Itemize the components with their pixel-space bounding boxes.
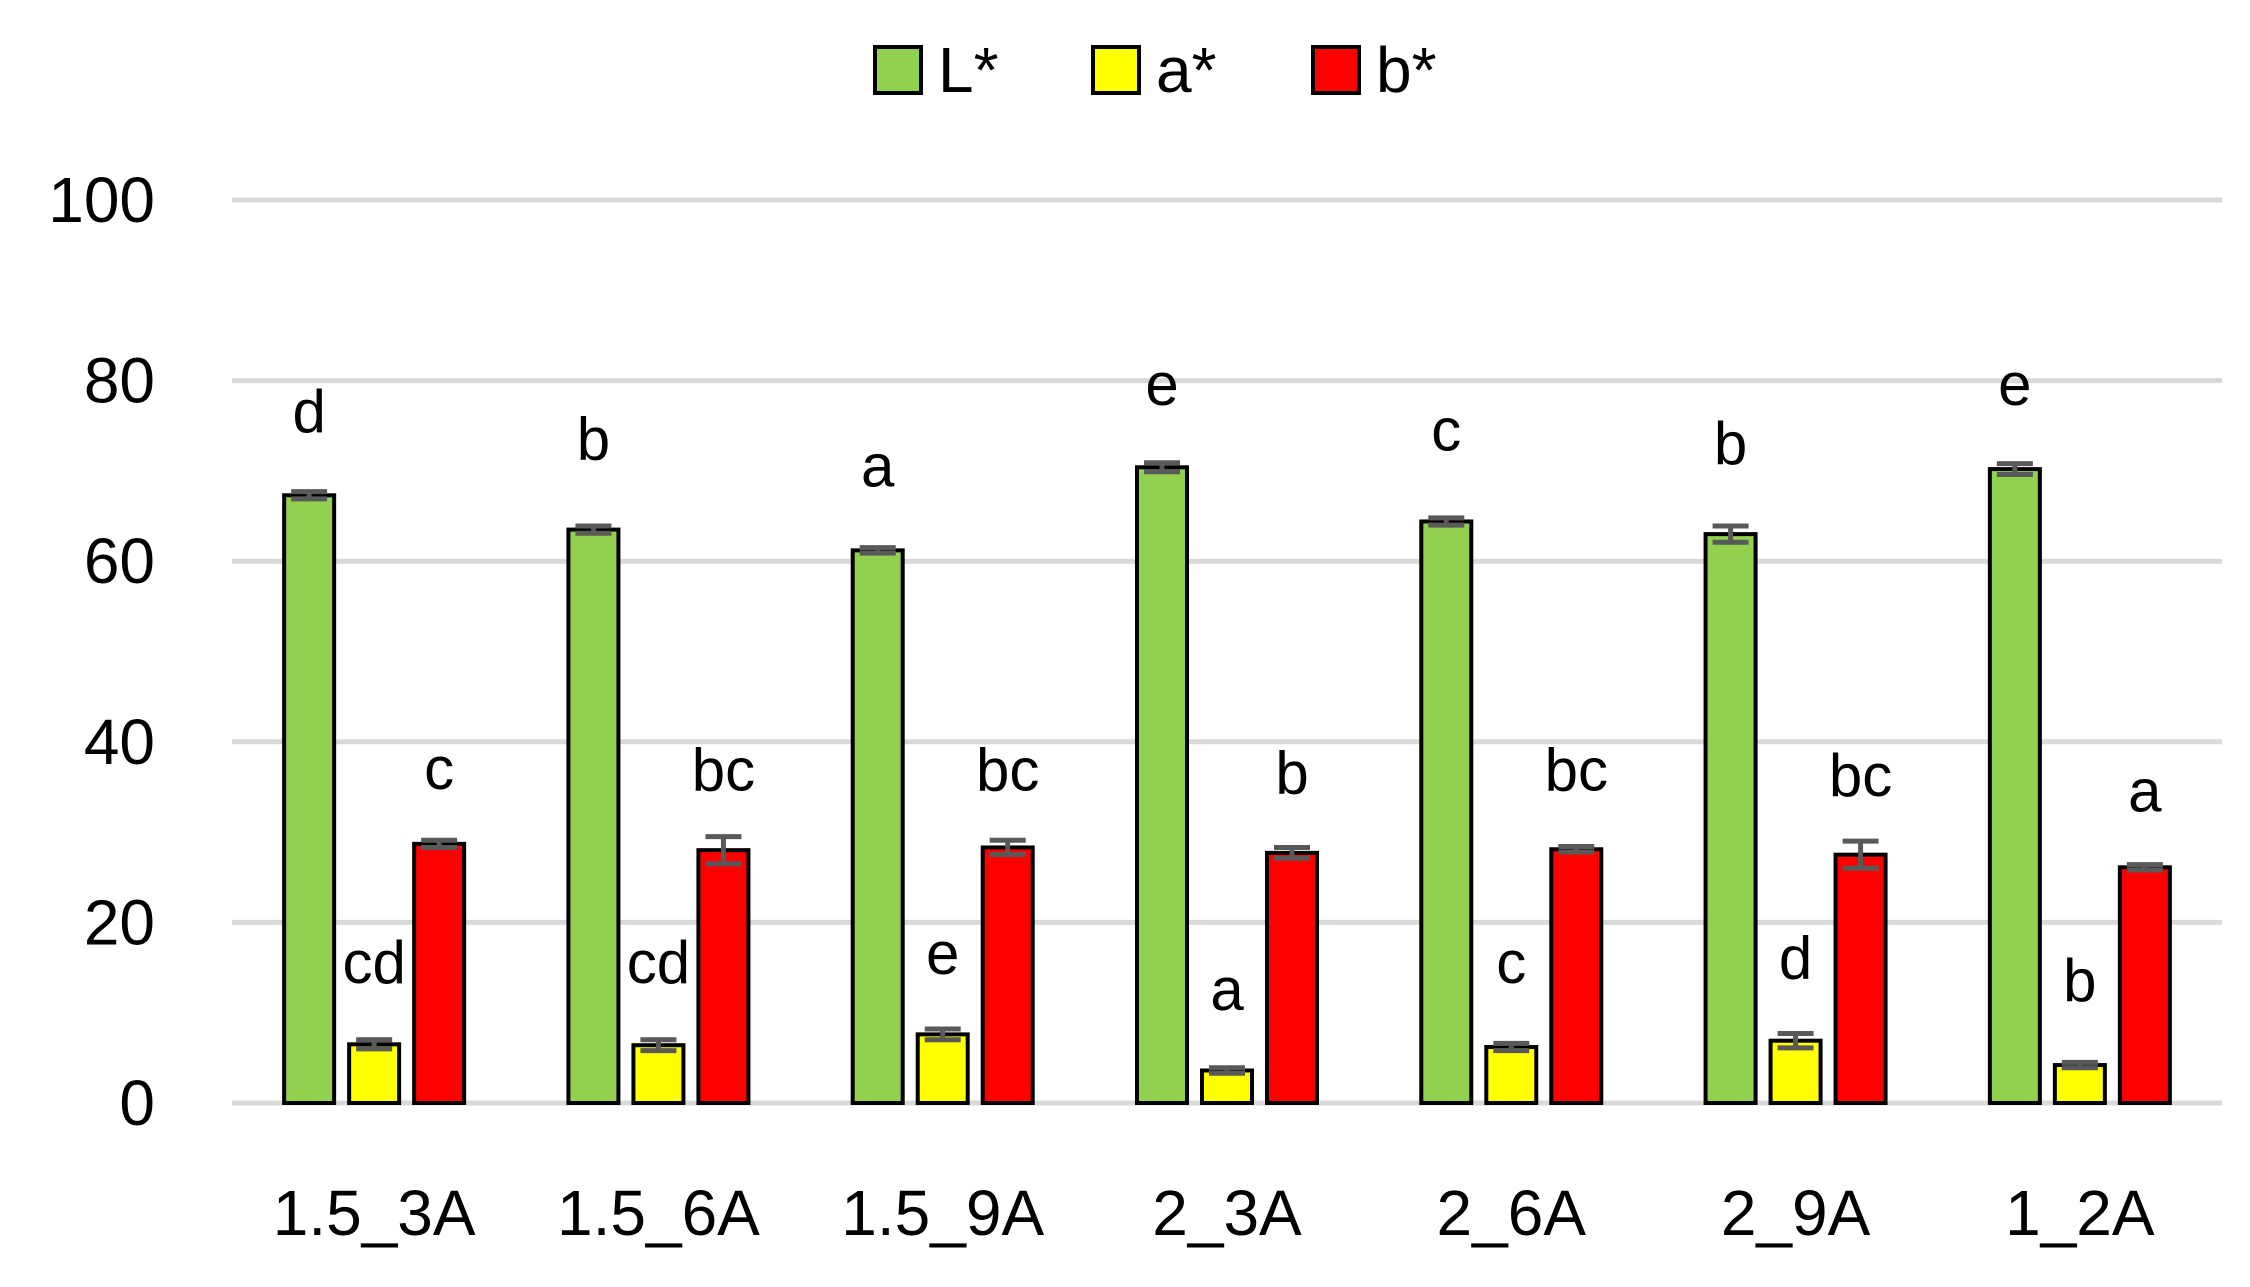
error-bar — [640, 1037, 677, 1054]
x-tick-label: 1.5_6A — [557, 1177, 760, 1249]
bar-b-1.5_9A — [980, 845, 1035, 1105]
bar-a-1.5_6A — [631, 1043, 686, 1106]
bar-b-2_9A — [1833, 852, 1888, 1105]
error-bar — [1428, 515, 1465, 528]
x-tick-label: 2_9A — [1721, 1177, 1871, 1249]
bar-L-1.5_6A — [566, 527, 621, 1105]
x-axis: 1.5_3A 1.5_6A 1.5_9A 2_3A 2_6A 2_9A 1_2A — [273, 1177, 2155, 1249]
error-bar — [1777, 1030, 1814, 1051]
bar-a-1.5_3A — [347, 1042, 402, 1106]
bar-b-2_3A — [1265, 850, 1319, 1106]
error-bar — [705, 834, 742, 867]
error-bars — [291, 460, 2163, 1076]
legend-swatch — [1091, 45, 1141, 95]
error-bar — [1493, 1040, 1530, 1054]
bar-b-1.5_6A — [696, 848, 751, 1105]
bar-L-1.5_3A — [282, 493, 337, 1105]
y-tick-label: 20 — [84, 886, 155, 958]
x-tick-label: 1_2A — [2005, 1177, 2155, 1249]
error-bar — [356, 1037, 393, 1052]
significance-label: c — [1431, 396, 1461, 463]
error-bar — [2061, 1059, 2098, 1071]
legend-label: a* — [1156, 34, 1217, 106]
significance-label: cd — [627, 929, 690, 996]
significance-label: e — [1998, 351, 2031, 418]
bar-a-1_2A — [2052, 1063, 2107, 1105]
bar-a-2_3A — [1200, 1068, 1254, 1105]
y-tick-label: 100 — [48, 164, 155, 236]
x-tick-label: 2_6A — [1437, 1177, 1587, 1249]
significance-label: b — [1714, 410, 1747, 477]
significance-label: e — [926, 920, 959, 987]
legend-item-a: a* — [1091, 34, 1217, 106]
bar-a-2_6A — [1484, 1045, 1539, 1106]
legend-swatch — [1311, 45, 1361, 95]
significance-label: cd — [342, 929, 405, 996]
error-bar — [575, 523, 612, 536]
significance-label: b — [2063, 947, 2096, 1014]
significance-label: bc — [1829, 742, 1892, 809]
bar-L-2_9A — [1703, 532, 1758, 1105]
significance-label: bc — [976, 737, 1039, 804]
significance-label: d — [1779, 925, 1812, 992]
error-bar — [1209, 1065, 1245, 1076]
significance-label: b — [1275, 739, 1308, 806]
error-bar — [1558, 844, 1595, 855]
bar-L-1_2A — [1987, 467, 2042, 1105]
error-bar — [1842, 838, 1879, 871]
significance-label: a — [2128, 757, 2162, 824]
error-bar — [291, 489, 328, 502]
error-bar — [421, 837, 458, 850]
significance-label: a — [1210, 956, 1244, 1023]
error-bar — [1996, 461, 2033, 478]
error-bar — [1712, 523, 1749, 545]
error-bar — [859, 545, 896, 556]
significance-label: c — [424, 735, 454, 802]
y-tick-label: 60 — [84, 525, 155, 597]
x-tick-label: 1.5_3A — [273, 1177, 476, 1249]
significance-label: a — [861, 432, 895, 499]
error-bar — [989, 837, 1026, 858]
y-tick-label: 0 — [119, 1067, 155, 1139]
error-bar — [1274, 844, 1310, 861]
legend-item-b: b* — [1311, 34, 1437, 106]
legend-label: L* — [938, 34, 999, 106]
significance-label: d — [292, 378, 325, 445]
y-tick-label: 80 — [84, 345, 155, 417]
legend: L* a* b* — [873, 34, 1437, 106]
x-tick-label: 1.5_9A — [841, 1177, 1044, 1249]
significance-label: b — [577, 405, 610, 472]
significance-label: bc — [1545, 737, 1608, 804]
bar-L-2_3A — [1135, 465, 1189, 1105]
significance-label: c — [1496, 929, 1526, 996]
legend-item-L: L* — [873, 34, 999, 106]
y-axis: 0 20 40 60 80 100 — [48, 164, 155, 1139]
bar-b-1.5_3A — [412, 841, 467, 1105]
legend-swatch — [873, 45, 923, 95]
bar-a-1.5_9A — [915, 1032, 970, 1105]
bar-L-2_6A — [1419, 519, 1474, 1105]
significance-label: e — [1145, 351, 1178, 418]
y-tick-label: 40 — [84, 706, 155, 778]
gridlines — [232, 197, 2222, 1106]
significance-label: bc — [692, 737, 755, 804]
bar-b-1_2A — [2117, 865, 2172, 1106]
legend-label: b* — [1376, 34, 1437, 106]
error-bar — [924, 1026, 961, 1043]
error-bar — [1144, 460, 1180, 475]
bar-L-1.5_9A — [850, 548, 905, 1105]
x-tick-label: 2_3A — [1152, 1177, 1302, 1249]
bar-b-2_6A — [1549, 847, 1604, 1106]
error-bar — [2126, 862, 2163, 873]
